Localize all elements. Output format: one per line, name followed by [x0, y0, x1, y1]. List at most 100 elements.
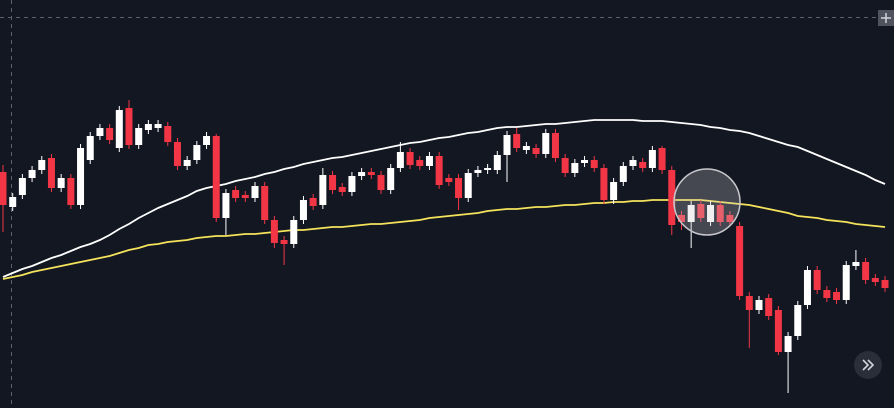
candle-body	[106, 128, 114, 140]
candle-body	[290, 220, 298, 244]
candle-body	[406, 152, 414, 165]
candle-body	[474, 170, 482, 173]
candle-body	[77, 148, 85, 205]
candle-body	[639, 162, 647, 168]
candle-body	[610, 182, 618, 200]
candle-body	[18, 178, 26, 195]
candle-body	[581, 160, 589, 163]
candle-body	[57, 178, 65, 188]
candle-body	[222, 193, 230, 218]
candle-body	[115, 110, 123, 148]
candle-body	[135, 128, 143, 145]
candle-body	[367, 172, 375, 175]
candle-body	[522, 146, 530, 150]
candle-body	[212, 136, 220, 218]
candle-body	[842, 265, 850, 300]
candle-body	[658, 148, 666, 170]
candle-body	[697, 204, 705, 218]
candle-body	[668, 170, 676, 225]
candle-body	[329, 175, 337, 190]
plot-area	[0, 100, 889, 393]
candle-body	[881, 280, 889, 288]
add-icon	[881, 13, 891, 23]
candle-body	[726, 215, 734, 222]
candle-body	[9, 197, 17, 207]
candle-body	[765, 298, 773, 316]
candle-body	[774, 310, 782, 352]
candle-body	[736, 226, 744, 296]
candle-body	[755, 300, 763, 310]
candle-body	[513, 134, 521, 148]
candle-body	[707, 205, 715, 222]
candle-body	[319, 175, 327, 205]
candle-body	[852, 262, 860, 266]
candle-body	[0, 172, 7, 205]
candle-body	[241, 195, 249, 198]
candle-body	[309, 198, 317, 206]
candle-body	[503, 135, 511, 155]
candle-body	[464, 173, 472, 198]
candle-body	[154, 124, 162, 128]
candle-body	[571, 163, 579, 173]
candle-body	[784, 336, 792, 352]
candle-body	[484, 168, 492, 170]
candle-body	[47, 158, 55, 188]
candle-body	[532, 148, 540, 154]
scroll-to-realtime-button[interactable]	[854, 351, 882, 379]
candle-body	[125, 108, 133, 145]
candle-body	[96, 128, 104, 136]
candle-body	[677, 215, 685, 222]
candle-body	[542, 133, 550, 154]
candle-body	[551, 133, 559, 158]
candle-body	[745, 296, 753, 310]
candle-body	[299, 200, 307, 220]
highlight-circle	[673, 168, 741, 236]
candle-body	[716, 205, 724, 222]
add-button[interactable]	[878, 10, 894, 26]
candle-body	[648, 150, 656, 168]
moving-average-line	[2, 119, 886, 278]
candle-body	[193, 145, 201, 160]
candle-body	[358, 172, 366, 176]
candle-body	[183, 160, 191, 166]
scroll-icon	[862, 359, 875, 371]
candle-body	[435, 156, 443, 185]
candle-body	[28, 170, 36, 178]
candle-body	[794, 305, 802, 336]
candle-body	[338, 187, 346, 192]
candle-body	[348, 176, 356, 192]
candle-body	[862, 262, 870, 280]
candle-body	[561, 158, 569, 173]
candle-body	[232, 190, 240, 198]
candle-body	[813, 270, 821, 290]
moving-average-line	[2, 199, 886, 280]
candle-body	[629, 160, 637, 166]
candle-body	[416, 160, 424, 166]
candle-body	[86, 136, 94, 160]
candle-body	[377, 175, 385, 190]
candle-body	[871, 278, 879, 282]
candle-body	[280, 240, 288, 244]
candle-body	[833, 292, 841, 300]
candle-body	[396, 152, 404, 168]
candle-body	[445, 178, 453, 182]
candle-body	[590, 160, 598, 168]
candle-body	[823, 290, 831, 298]
candle-body	[803, 270, 811, 305]
candle-body	[687, 205, 695, 222]
candle-body	[251, 186, 259, 198]
candle-body	[173, 142, 181, 166]
candle-body	[425, 156, 433, 166]
candle-body	[38, 160, 46, 170]
candle-body	[164, 126, 172, 142]
candle-body	[600, 168, 608, 200]
candle-body	[387, 168, 395, 190]
candle-body	[619, 166, 627, 182]
candle-body	[67, 178, 75, 205]
candle-body	[261, 186, 269, 220]
candle-body	[455, 178, 463, 198]
candle-body	[493, 155, 501, 170]
